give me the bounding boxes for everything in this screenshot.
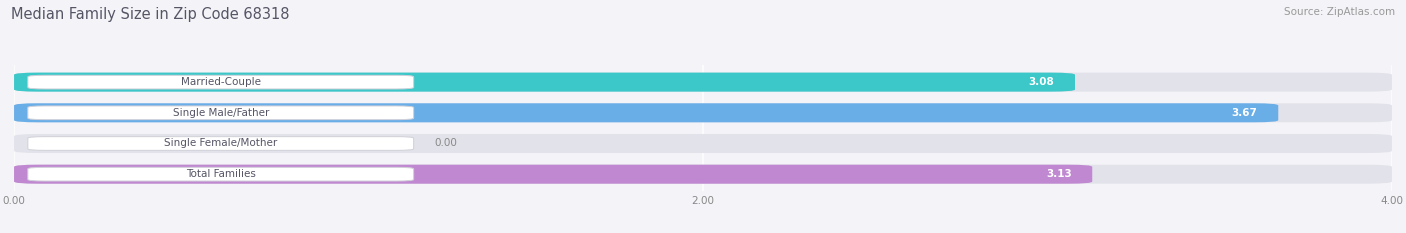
- FancyBboxPatch shape: [14, 73, 1392, 92]
- Text: Single Female/Mother: Single Female/Mother: [165, 138, 277, 148]
- Text: 0.00: 0.00: [434, 138, 457, 148]
- Text: 3.13: 3.13: [1046, 169, 1071, 179]
- Text: 3.08: 3.08: [1029, 77, 1054, 87]
- FancyBboxPatch shape: [28, 137, 413, 150]
- FancyBboxPatch shape: [28, 75, 413, 89]
- FancyBboxPatch shape: [28, 106, 413, 120]
- Text: Married-Couple: Married-Couple: [181, 77, 260, 87]
- FancyBboxPatch shape: [14, 165, 1392, 184]
- Text: Source: ZipAtlas.com: Source: ZipAtlas.com: [1284, 7, 1395, 17]
- FancyBboxPatch shape: [14, 134, 1392, 153]
- Text: Median Family Size in Zip Code 68318: Median Family Size in Zip Code 68318: [11, 7, 290, 22]
- FancyBboxPatch shape: [14, 73, 1076, 92]
- FancyBboxPatch shape: [28, 167, 413, 181]
- Text: Single Male/Father: Single Male/Father: [173, 108, 269, 118]
- FancyBboxPatch shape: [14, 165, 1092, 184]
- FancyBboxPatch shape: [14, 103, 1392, 122]
- FancyBboxPatch shape: [14, 103, 1278, 122]
- Text: 3.67: 3.67: [1232, 108, 1257, 118]
- Text: Total Families: Total Families: [186, 169, 256, 179]
